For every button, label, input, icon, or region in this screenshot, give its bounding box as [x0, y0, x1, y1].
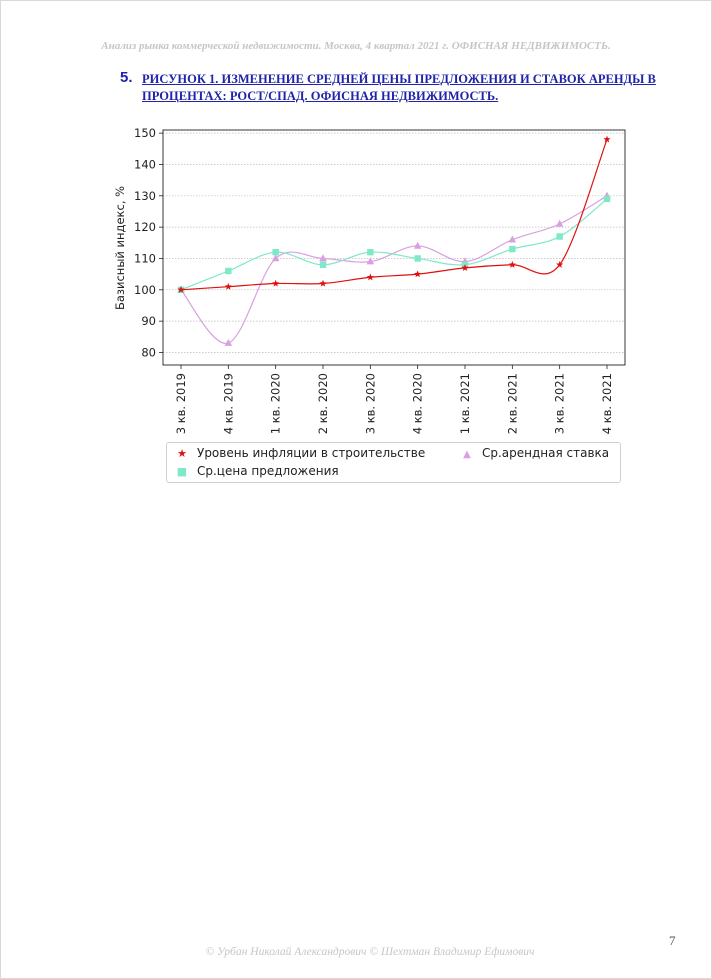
legend-item-rent: ▲ Ср.арендная ставка	[460, 446, 609, 460]
data-point-star	[508, 260, 516, 268]
data-point-star	[603, 135, 611, 143]
x-tick-label: 4 кв. 2019	[221, 373, 235, 434]
page-number: 7	[669, 933, 676, 948]
data-point-square	[272, 249, 279, 256]
data-point-star	[366, 273, 374, 281]
x-tick-label: 3 кв. 2020	[363, 373, 377, 434]
x-tick-label: 3 кв. 2021	[553, 373, 567, 434]
data-point-square	[225, 267, 232, 275]
y-tick-label: 100	[134, 283, 156, 297]
series-line	[180, 195, 608, 344]
data-point-square	[603, 195, 611, 203]
star-marker-icon: ★	[177, 447, 187, 460]
y-tick-label: 150	[134, 126, 156, 140]
y-tick-label: 90	[141, 314, 156, 328]
data-point-square	[556, 233, 563, 240]
y-tick-label: 120	[134, 220, 156, 234]
x-tick-label: 3 кв. 2019	[174, 373, 188, 434]
data-point-star	[224, 282, 232, 290]
data-point-triangle	[413, 241, 422, 249]
series-line	[180, 139, 608, 291]
square-marker-icon: ■	[176, 465, 188, 478]
x-tick-label: 2 кв. 2020	[316, 373, 330, 434]
copyright-footer: © Урбан Николай Александрович © Шехтман …	[205, 946, 535, 958]
x-tick-label: 1 кв. 2020	[269, 373, 283, 434]
legend-label-price: Ср.цена предложения	[197, 464, 339, 478]
legend-label-rent: Ср.арендная ставка	[482, 446, 610, 460]
x-tick-label: 2 кв. 2021	[505, 373, 519, 434]
x-tick-label: 1 кв. 2021	[458, 373, 472, 434]
heading-title: РИСУНОК 1. ИЗМЕНЕНИЕ СРЕДНЕЙ ЦЕНЫ ПРЕДЛО…	[142, 72, 656, 103]
data-point-square	[319, 261, 327, 268]
legend-item-inflation: ★ Уровень инфляции в строительстве	[175, 446, 425, 460]
data-point-triangle	[319, 254, 327, 262]
data-point-triangle	[271, 254, 280, 262]
triangle-marker-icon: ▲	[463, 449, 471, 460]
legend-item-price: ■ Ср.цена предложения	[175, 464, 339, 478]
data-point-square	[509, 245, 516, 253]
data-point-triangle	[224, 338, 233, 346]
x-tick-label: 4 кв. 2020	[411, 373, 425, 434]
data-point-triangle	[555, 219, 564, 227]
y-tick-label: 80	[141, 345, 156, 359]
data-point-star	[177, 286, 185, 293]
data-point-star	[556, 260, 564, 268]
data-point-star	[319, 279, 327, 287]
x-tick-label: 4 кв. 2021	[600, 373, 614, 434]
running-header: Анализ рынка коммерческой недвижимости. …	[101, 40, 611, 52]
line-chart: 80 90 100 110 120 130 140 150 3 кв. 2019 4 кв. 20…	[113, 126, 626, 434]
chart-legend: ★ Уровень инфляции в строительстве ▲ Ср.ар…	[166, 442, 621, 483]
data-point-triangle	[366, 257, 375, 265]
data-point-triangle	[508, 235, 517, 243]
data-point-star	[414, 270, 422, 278]
y-tick-label: 140	[134, 157, 156, 171]
y-axis-label: Базисный индекс, %	[113, 186, 127, 310]
plot-frame	[162, 129, 626, 366]
data-point-square	[414, 255, 421, 262]
legend-label-inflation: Уровень инфляции в строительстве	[197, 446, 426, 460]
heading-number: 5.	[120, 69, 133, 86]
y-tick-label: 110	[134, 251, 156, 265]
data-point-square	[367, 249, 374, 256]
data-point-star	[272, 279, 280, 287]
y-tick-label: 130	[134, 189, 156, 203]
data-point-star	[461, 264, 469, 271]
series-line	[180, 198, 608, 291]
